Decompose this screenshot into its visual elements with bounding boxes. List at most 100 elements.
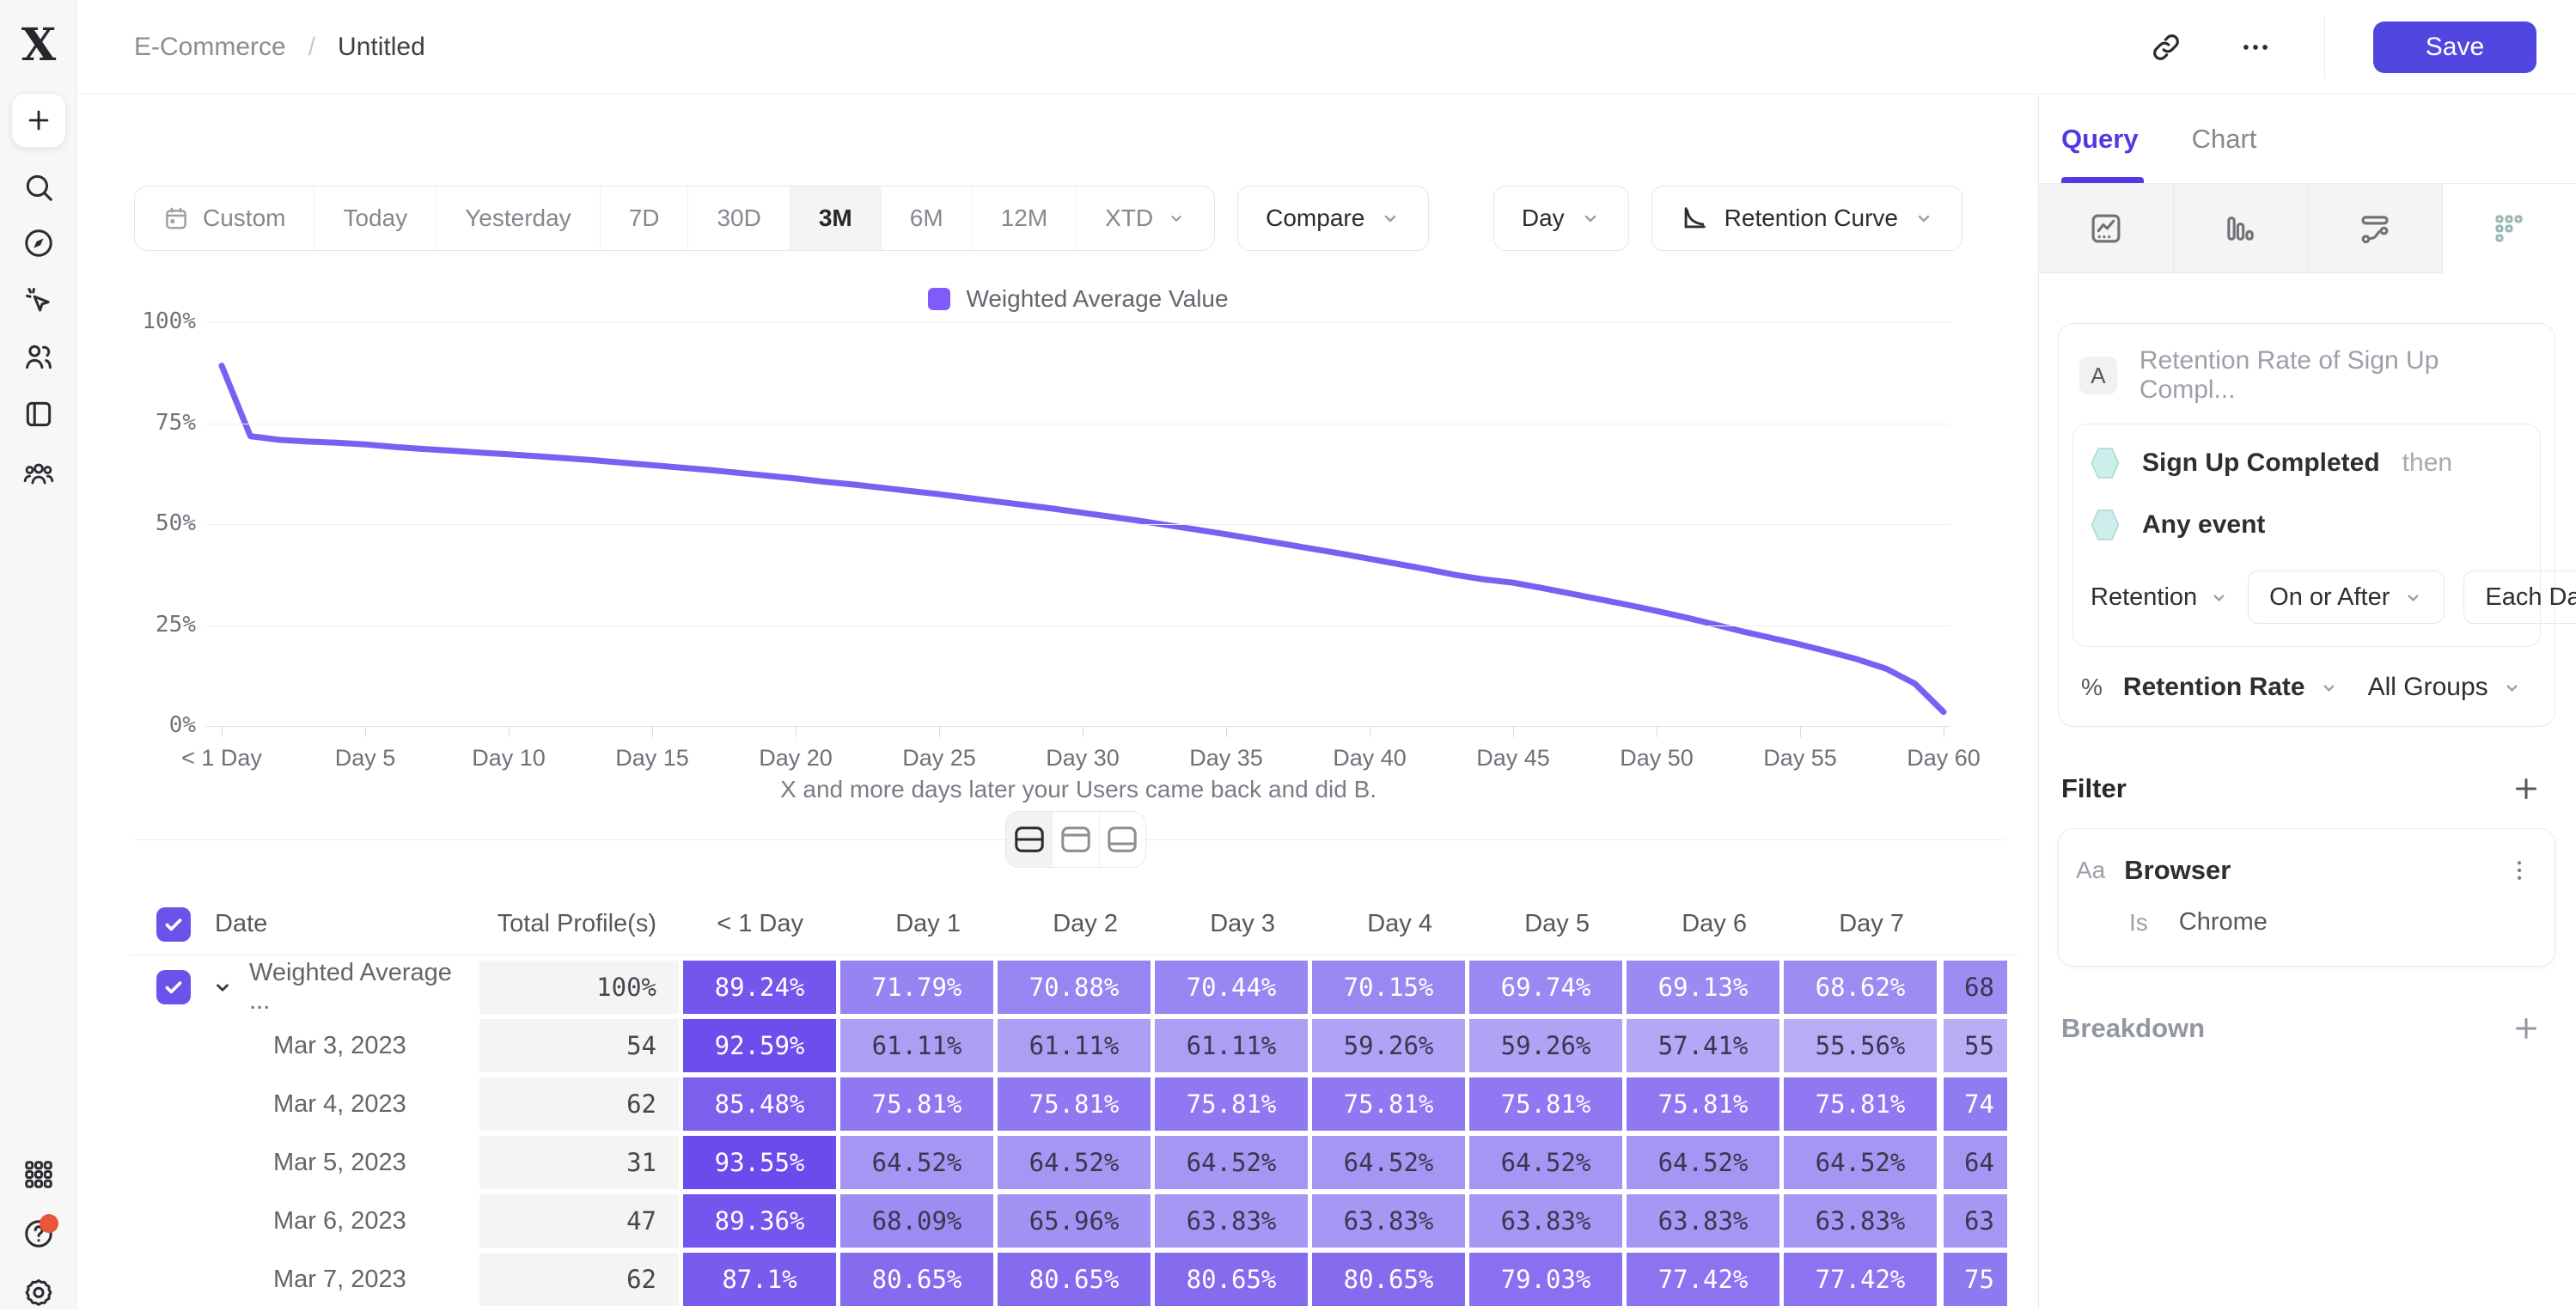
metric-dropdown[interactable]: Retention Rate [2123,673,2305,702]
sidebar-item-help[interactable] [20,1215,58,1253]
row-date-label: Mar 4, 2023 [273,1090,406,1119]
chart-caption: X and more days later your Users came ba… [206,776,1950,803]
range-3m[interactable]: 3M [790,186,881,250]
sidebar-item-explore[interactable] [20,224,58,262]
retention-cell-clipped: 74 [1944,1077,2007,1131]
column-header-day: Day 4 [1312,894,1465,955]
range-yesterday[interactable]: Yesterday [436,186,600,250]
create-new-button[interactable] [11,93,66,148]
column-header-day: < 1 Day [683,894,836,955]
chevron-down-icon [2209,588,2229,607]
retention-cell: 64.52% [1155,1136,1308,1189]
add-filter-button[interactable] [2511,773,2542,804]
sidebar-item-notebooks[interactable] [20,395,58,433]
row-checkbox[interactable] [156,970,191,1004]
sidebar-item-search[interactable] [20,168,58,206]
add-breakdown-button[interactable] [2511,1013,2542,1044]
query-title[interactable]: Retention Rate of Sign Up Compl... [2140,346,2541,405]
layout-table-only-button[interactable] [1099,812,1145,867]
tab-query[interactable]: Query [2061,95,2139,183]
filter-value[interactable]: Chrome [2179,908,2268,937]
row-date-cell: Mar 3, 2023 [129,1019,479,1072]
range-label: Custom [203,204,285,232]
sidebar-item-apps[interactable] [20,1156,58,1193]
bucket-dropdown[interactable]: Each Day [2463,571,2576,624]
range-30d[interactable]: 30D [687,186,789,250]
retention-curve-icon [1680,204,1709,233]
percent-icon: % [2081,674,2103,701]
layout-chart-only-button[interactable] [1052,812,1098,867]
chevron-down-icon [1380,208,1401,229]
filter-card[interactable]: Aa Browser Is Chrome [2058,828,2555,967]
breadcrumb-workspace[interactable]: E-Commerce [134,33,286,62]
granularity-dropdown[interactable]: Day [1493,186,1629,251]
groups-dropdown[interactable]: All Groups [2368,673,2488,702]
row-total-cell: 62 [479,1253,679,1306]
save-button[interactable]: Save [2373,21,2536,73]
x-axis-label: Day 10 [440,745,577,772]
table-row[interactable]: Weighted Average ...100%89.24%71.79%70.8… [129,961,2019,1014]
viz-tab-bar-chart[interactable] [2174,184,2309,273]
column-header-day: Day 2 [998,894,1151,955]
share-link-button[interactable] [2146,27,2187,68]
logo-icon[interactable]: X [0,19,77,71]
row-date-cell: Weighted Average ... [129,961,479,1014]
viz-tab-retention-grid[interactable] [2443,184,2576,273]
select-all-checkbox[interactable] [156,907,191,942]
compare-button[interactable]: Compare [1237,186,1429,251]
range-custom[interactable]: Custom [135,186,314,250]
property-type-badge: Aa [2076,857,2105,884]
retention-cell: 77.42% [1784,1253,1937,1306]
legend-label: Weighted Average Value [966,285,1228,313]
retention-cell: 92.59% [683,1019,836,1072]
sidebar-item-settings[interactable] [20,1274,58,1312]
x-axis-label: Day 15 [583,745,721,772]
bar-chart-icon [2222,211,2258,247]
retention-cell: 65.96% [998,1194,1151,1248]
kebab-menu-icon[interactable] [2506,857,2532,883]
panel-tabs: Query Chart [2039,95,2576,184]
range-7d[interactable]: 7D [600,186,688,250]
range-today[interactable]: Today [314,186,436,250]
retention-cell: 59.26% [1469,1019,1622,1072]
sidebar-item-cohorts[interactable] [20,455,58,492]
row-total-cell: 31 [479,1136,679,1189]
range-6m[interactable]: 6M [881,186,972,250]
more-menu-button[interactable] [2235,27,2276,68]
filter-operator[interactable]: Is [2129,909,2148,937]
chart-legend: Weighted Average Value [206,285,1950,313]
layout-split-button[interactable] [1006,812,1052,867]
retention-cell: 75.81% [1155,1077,1308,1131]
query-event-a[interactable]: Sign Up Completed then [2091,447,2523,479]
retention-cell: 75.81% [1784,1077,1937,1131]
column-header-partial [1944,894,2007,955]
condition-dropdown[interactable]: On or After [2248,571,2445,624]
expand-chevron-icon[interactable] [211,976,234,998]
sidebar-item-events[interactable] [20,282,58,320]
viz-tab-sankey-chart[interactable] [2308,184,2443,273]
viz-tab-line-chart[interactable] [2039,184,2174,273]
mode-dropdown[interactable]: Retention [2091,583,2229,612]
tab-chart[interactable]: Chart [2192,95,2257,183]
event-a-label: Sign Up Completed [2142,449,2380,478]
query-event-b[interactable]: Any event [2091,509,2523,541]
page-title[interactable]: Untitled [338,33,425,62]
calendar-icon [163,205,189,231]
gridline [206,726,1950,727]
event-b-label: Any event [2142,510,2265,540]
sidebar-item-profiles[interactable] [20,338,58,375]
filter-property[interactable]: Browser [2124,855,2231,886]
cursor-click-icon [22,284,55,317]
column-header-date: Date [215,910,267,938]
retention-cell: 64.52% [1627,1136,1779,1189]
chart-view-dropdown[interactable]: Retention Curve [1651,186,1963,251]
range-12m[interactable]: 12M [972,186,1076,250]
range-xtd[interactable]: XTD [1076,186,1214,250]
